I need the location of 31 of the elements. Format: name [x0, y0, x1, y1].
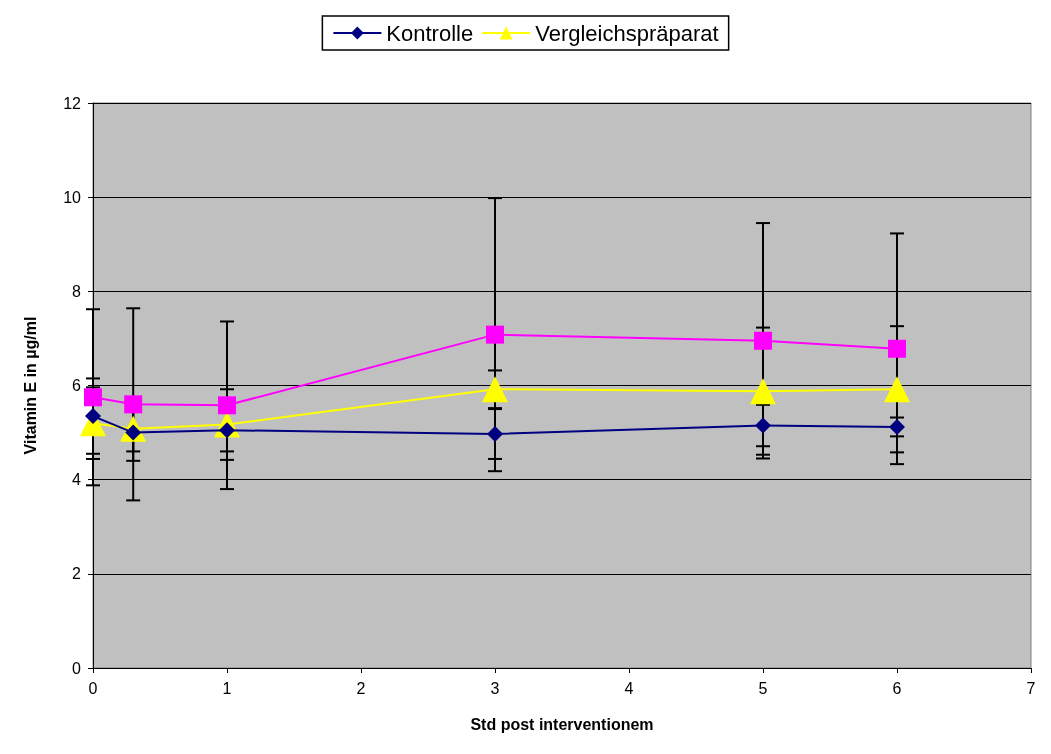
point: [482, 376, 508, 403]
x-axis-title: Std post interventionem: [470, 715, 654, 733]
x-tick-label: 6: [892, 679, 902, 697]
point: [754, 331, 772, 350]
x-tick-label: 2: [356, 679, 366, 697]
point: [218, 396, 236, 415]
y-tick-label: 6: [72, 377, 82, 394]
point: [124, 395, 143, 414]
y-tick-label: 12: [63, 94, 82, 112]
x-tick-label: 5: [758, 679, 768, 697]
point: [884, 376, 910, 403]
y-tick-label: 2: [72, 565, 82, 583]
y-axis-title: Vitamin E in µg/ml: [21, 316, 39, 455]
x-tick-label: 1: [222, 679, 232, 697]
legend-label: Kontrolle: [386, 20, 474, 46]
legend-label: Vergleichspräparat: [535, 20, 719, 46]
x-tick-label: 4: [624, 679, 634, 697]
point: [750, 378, 776, 405]
x-tick-label: 3: [490, 679, 500, 697]
point: [486, 325, 504, 344]
y-tick-label: 8: [72, 282, 82, 300]
point: [888, 339, 906, 358]
x-tick-label: 0: [88, 679, 98, 697]
point: [84, 388, 102, 407]
point: [487, 426, 503, 442]
y-tick-label: 0: [72, 659, 82, 677]
y-tick-label: 10: [63, 188, 82, 206]
point: [755, 417, 771, 434]
point: [85, 408, 101, 425]
y-tick-label: 4: [72, 471, 82, 489]
x-tick-label: 7: [1026, 679, 1036, 697]
